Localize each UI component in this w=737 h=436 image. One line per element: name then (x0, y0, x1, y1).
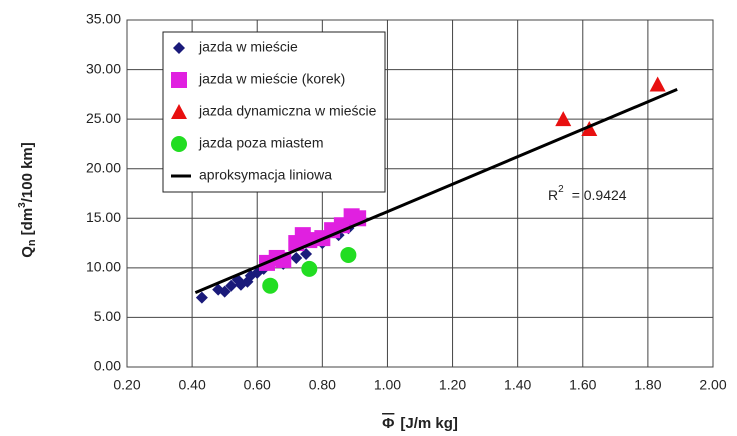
y-tick-label: 25.00 (86, 110, 121, 126)
data-point (262, 277, 279, 294)
legend-label: jazda poza miastem (198, 135, 324, 151)
data-point (244, 269, 257, 282)
x-tick-label: 1.40 (504, 377, 531, 393)
legend-swatch (171, 136, 187, 152)
x-tick-label: 1.80 (634, 377, 661, 393)
legend-label: jazda dynamiczna w mieście (198, 103, 377, 119)
data-point (290, 251, 303, 264)
x-axis-title: Φ [J/m kg] (382, 415, 458, 432)
legend-swatch (171, 72, 187, 88)
data-point (340, 246, 357, 263)
x-tick-label: 0.60 (244, 377, 271, 393)
data-point (218, 285, 231, 298)
y-unit-end: /100 km] (19, 142, 36, 202)
x-tick-label: 0.20 (113, 377, 140, 393)
data-point (555, 111, 572, 127)
x-tick-label: 2.00 (699, 377, 726, 393)
legend-label: aproksymacja liniowa (199, 167, 332, 183)
x-symbol: Φ (382, 415, 394, 432)
data-point (649, 76, 666, 92)
y-axis-title-text: Qn [dm3/100 km] (17, 142, 38, 258)
data-point (581, 121, 598, 137)
data-point (301, 260, 318, 277)
annotation-text: = 0.9424 (572, 187, 627, 203)
y-tick-label: 35.00 (86, 11, 121, 27)
annotation-sup: 2 (558, 184, 564, 195)
x-unit: [J/m kg] (400, 415, 458, 432)
x-tick-label: 0.80 (309, 377, 336, 393)
legend-swatch (173, 42, 185, 54)
annotation-base: R (548, 187, 558, 203)
y-tick-label: 20.00 (86, 159, 121, 175)
legend-label: jazda w mieście (korek) (198, 71, 345, 87)
fit-line (194, 88, 678, 295)
legend-label: jazda w mieście (198, 39, 298, 55)
annotation: R2 = 0.9424 (548, 184, 627, 203)
y-superscript: 3 (17, 202, 28, 208)
x-tick-label: 1.60 (569, 377, 596, 393)
y-tick-label: 10.00 (86, 259, 121, 275)
y-subscript: n (26, 239, 38, 246)
x-tick-label: 0.40 (178, 377, 205, 393)
data-point (195, 291, 208, 304)
y-symbol: Q (19, 246, 36, 258)
y-unit: [dm (19, 208, 36, 236)
legend-swatch (171, 104, 187, 119)
y-axis-title: Qn [dm3/100 km] (17, 142, 38, 258)
y-tick-label: 5.00 (94, 308, 121, 324)
data-point (225, 279, 238, 292)
y-tick-label: 15.00 (86, 209, 121, 225)
y-tick-label: 0.00 (94, 358, 121, 374)
legend-box (162, 31, 386, 193)
plot-border (126, 19, 714, 368)
y-tick-label: 30.00 (86, 60, 121, 76)
x-tick-label: 1.00 (374, 377, 401, 393)
x-tick-label: 1.20 (439, 377, 466, 393)
legend: jazda w mieście jazda w mieście (korek) ja… (162, 31, 386, 193)
